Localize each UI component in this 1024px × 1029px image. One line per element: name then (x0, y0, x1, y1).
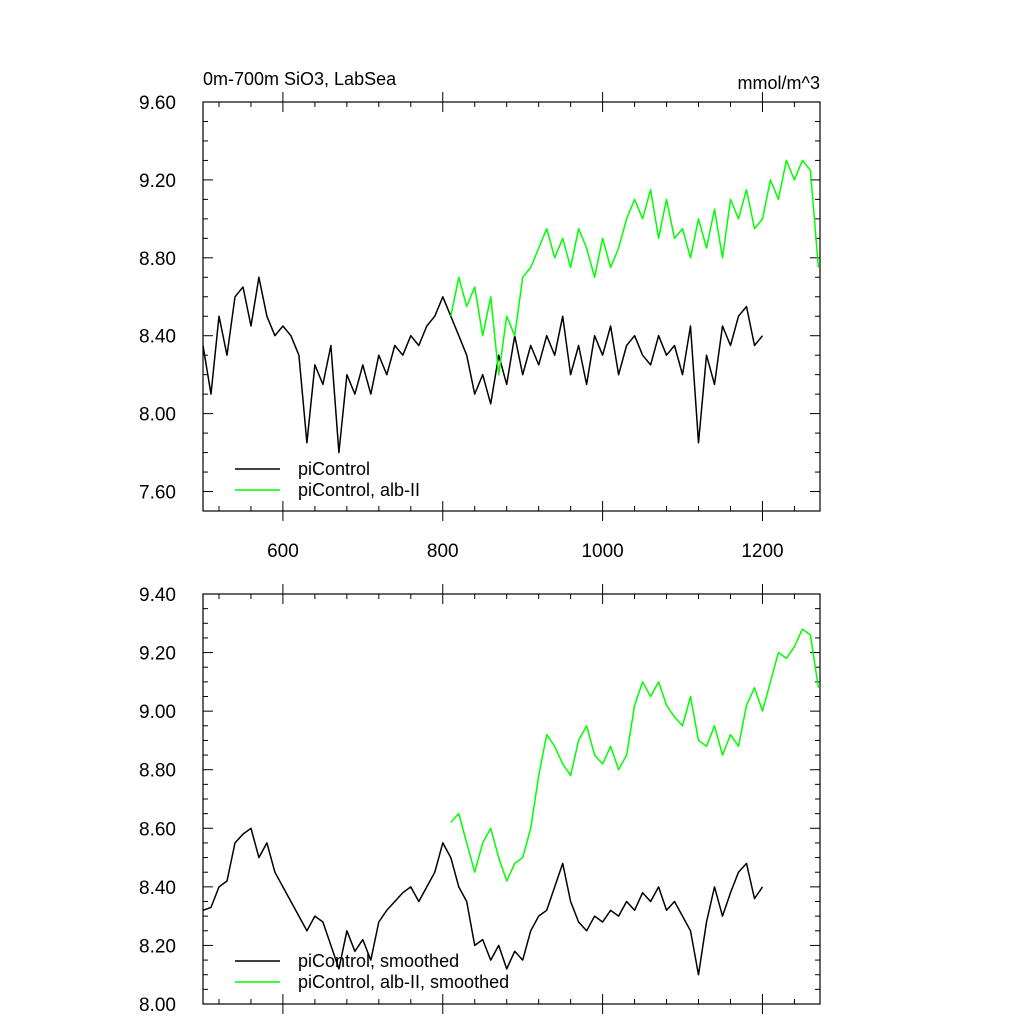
panel-top: 0m-700m SiO3, LabSea mmol/m^3 7.60 8.00 8.… (139, 69, 821, 562)
series-line-alb-ii (450, 628, 820, 882)
series-line-alb-ii (450, 159, 820, 376)
legend-label-alb-ii-smoothed: piControl, alb-II, smoothed (298, 972, 509, 992)
legend-label-picontrol: piControl (298, 459, 370, 479)
y-tick-label: 8.00 (139, 995, 176, 1016)
y-tick-label: 8.80 (139, 761, 176, 782)
x-tick-label: 1000 (581, 541, 623, 562)
plot-frame-top (202, 101, 821, 512)
units-label: mmol/m^3 (738, 73, 820, 93)
series-line-picontrol (202, 827, 764, 976)
y-tick-label: 8.20 (139, 936, 176, 957)
panel-bottom: 8.00 8.20 8.40 8.60 8.80 9.00 9.20 9.40 piContr… (139, 584, 821, 1016)
y-tick-label: 9.00 (139, 702, 176, 723)
legend-top: piControl piControl, alb-II (235, 459, 420, 500)
x-tick-label: 800 (427, 541, 459, 562)
plot-frame-bottom (202, 593, 821, 1005)
y-tick-label: 9.40 (139, 585, 176, 606)
y-tick-label: 9.20 (139, 644, 176, 665)
x-tick-label: 600 (267, 541, 299, 562)
axes-bottom: 8.00 8.20 8.40 8.60 8.80 9.00 9.20 9.40 (139, 584, 820, 1016)
y-tick-label: 8.80 (139, 249, 176, 270)
y-tick-label: 8.40 (139, 878, 176, 899)
legend-bottom: piControl, smoothed piControl, alb-II, s… (235, 951, 509, 992)
legend-label-alb-ii: piControl, alb-II (298, 480, 420, 500)
axes-top: 7.60 8.00 8.40 8.80 9.20 9.60 600 800 1000 1200 (139, 92, 820, 562)
series-line-picontrol (202, 276, 764, 454)
y-tick-label: 8.00 (139, 405, 176, 426)
chart-title: 0m-700m SiO3, LabSea (203, 69, 397, 89)
x-tick-label: 1200 (741, 541, 783, 562)
y-tick-label: 7.60 (139, 483, 176, 504)
y-tick-label: 8.40 (139, 327, 176, 348)
series-bottom (202, 628, 820, 976)
y-tick-label: 9.20 (139, 171, 176, 192)
legend-label-smoothed: piControl, smoothed (298, 951, 459, 971)
series-top (202, 159, 820, 454)
y-tick-label: 9.60 (139, 93, 176, 114)
y-tick-label: 8.60 (139, 819, 176, 840)
